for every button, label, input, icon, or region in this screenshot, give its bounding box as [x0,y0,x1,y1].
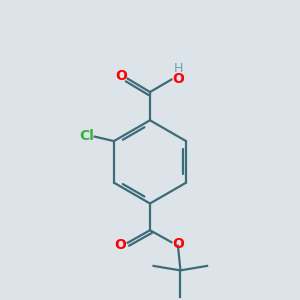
Text: H: H [174,62,184,75]
Text: O: O [115,69,127,83]
Text: O: O [115,238,127,252]
Text: Cl: Cl [79,129,94,143]
Text: O: O [172,72,184,86]
Text: O: O [172,237,184,250]
